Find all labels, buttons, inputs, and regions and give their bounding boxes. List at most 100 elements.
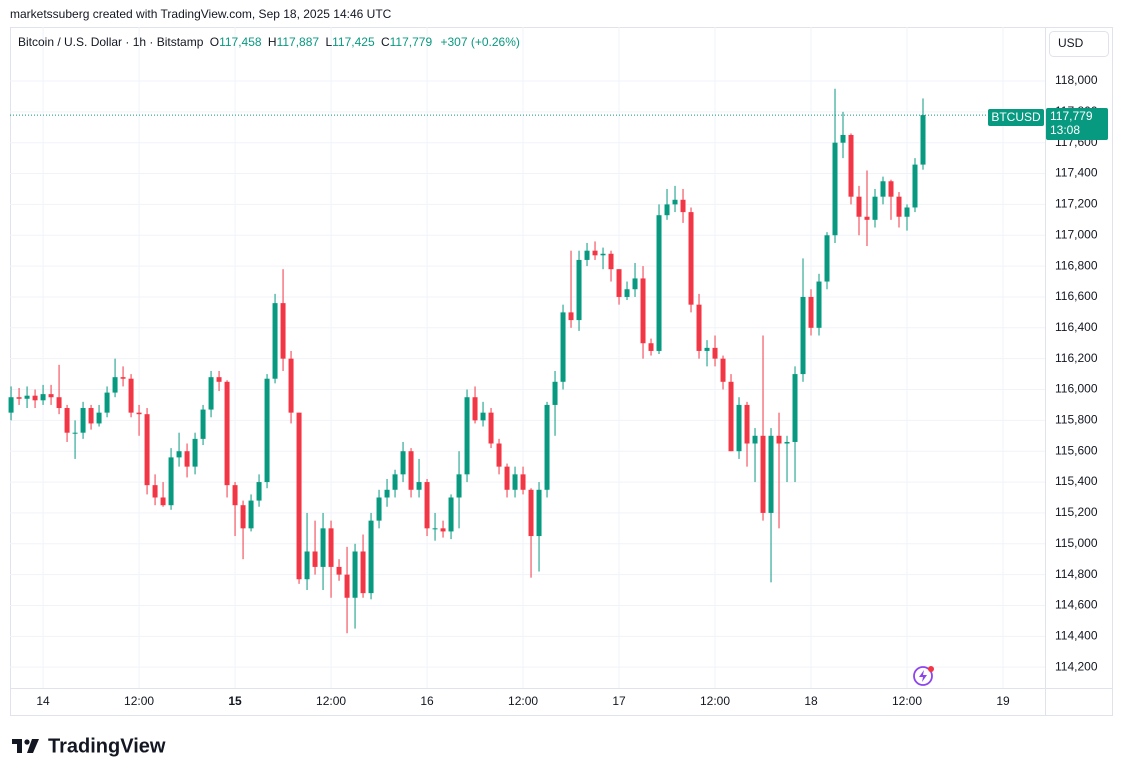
candle-body	[456, 474, 462, 498]
candle-body	[624, 289, 630, 297]
candle-body	[376, 497, 382, 521]
x-tick-label: 18	[804, 694, 818, 708]
candle-body	[888, 181, 894, 197]
candle-body	[168, 457, 174, 506]
candle-body	[120, 377, 126, 379]
candle-body	[648, 343, 654, 351]
y-tick-label: 114,400	[1055, 628, 1098, 642]
candle-body	[352, 551, 358, 598]
axes: 114,200 114,400 114,600 114,800 115,000 115,2…	[36, 73, 1097, 708]
countdown-label: 13:08	[1050, 123, 1080, 137]
candle-body	[832, 142, 838, 236]
legend-symbol: Bitcoin / U.S. Dollar · 1h · Bitstamp	[18, 35, 204, 49]
candle-body	[728, 381, 734, 452]
credit: marketssuberg created with TradingView.c…	[10, 7, 392, 21]
candle-body	[408, 451, 414, 490]
candle-body	[704, 347, 710, 351]
candle-body	[632, 278, 638, 290]
candle-body	[248, 500, 254, 529]
candle-body	[440, 528, 446, 532]
candle-body	[544, 404, 550, 490]
candle-body	[640, 278, 646, 344]
legend-l-key: L	[325, 35, 332, 49]
candle-body	[840, 134, 846, 143]
candle-body	[72, 432, 78, 434]
legend: Bitcoin / U.S. Dollar · 1h · Bitstamp O1…	[18, 35, 520, 49]
candle-body	[280, 303, 286, 359]
y-tick-label: 115,600	[1055, 443, 1098, 457]
candle-body	[608, 253, 614, 270]
legend-o: 117,458	[219, 35, 262, 49]
candle-body	[56, 397, 62, 409]
candle-body	[328, 528, 334, 567]
candle-body	[24, 395, 30, 399]
x-tick-label: 12:00	[124, 694, 154, 708]
x-tick-label: 12:00	[700, 694, 730, 708]
candle-body	[568, 312, 574, 321]
candle-body	[424, 482, 430, 529]
legend-c-key: C	[381, 35, 390, 49]
candles	[8, 88, 1045, 634]
grid	[10, 27, 1045, 688]
candle-body	[240, 505, 246, 529]
candle-body	[600, 253, 606, 256]
candle-body	[904, 207, 910, 217]
candle-body	[152, 485, 158, 498]
candle-body	[560, 312, 566, 382]
candle-body	[32, 395, 38, 401]
candle-body	[432, 528, 438, 530]
candle-body	[192, 438, 198, 467]
brand-logo	[12, 739, 39, 753]
candle-body	[872, 196, 878, 220]
legend-h: 117,887	[277, 35, 320, 49]
candle-body	[552, 381, 558, 405]
icon-ring	[913, 666, 933, 686]
y-tick-label: 116,600	[1055, 289, 1098, 303]
x-tick-label: 19	[996, 694, 1010, 708]
y-tick-label: 114,800	[1055, 567, 1098, 581]
candle-body	[336, 566, 342, 575]
candle-body	[656, 215, 662, 351]
candle-body	[464, 397, 470, 475]
candle-body	[768, 435, 774, 513]
candle-body	[536, 489, 542, 537]
legend-change: +307 (+0.26%)	[440, 35, 519, 49]
candle-body	[896, 196, 902, 217]
logo-part	[27, 739, 39, 753]
y-tick-label: 116,000	[1055, 382, 1098, 396]
candle-body	[680, 199, 686, 213]
y-tick-label: 116,200	[1055, 351, 1098, 365]
symbol-tag	[988, 109, 1044, 126]
candle-body	[96, 412, 102, 424]
candle-body	[448, 497, 454, 532]
last-price-label: 117,779	[1050, 109, 1093, 123]
y-tick-label: 114,200	[1055, 659, 1098, 673]
candle-body	[224, 381, 230, 486]
y-tick-label: 115,200	[1055, 505, 1098, 519]
candle-body	[48, 394, 54, 398]
candle-body	[360, 551, 366, 594]
icon-dot	[928, 666, 934, 672]
candle-body	[144, 414, 150, 486]
y-tick-label: 116,800	[1055, 258, 1098, 272]
candle-body	[688, 212, 694, 305]
candle-body	[320, 528, 326, 567]
candle-body	[816, 281, 822, 328]
candle-body	[576, 259, 582, 321]
currency-button[interactable]	[1049, 31, 1109, 57]
candle-body	[368, 520, 374, 594]
symbol-tag-label: BTCUSD	[991, 110, 1041, 124]
candle-body	[912, 164, 918, 208]
candle-body	[792, 374, 798, 442]
legend-h-key: H	[268, 35, 277, 49]
candle-body	[304, 551, 310, 580]
logo-part	[24, 739, 30, 745]
y-tick-label: 114,600	[1055, 598, 1098, 612]
y-tick-label: 117,000	[1055, 227, 1098, 241]
x-tick-label: 14	[36, 694, 50, 708]
candle-body	[672, 199, 678, 205]
y-tick-label: 118,000	[1055, 73, 1098, 87]
candle-body	[584, 250, 590, 260]
candle-body	[760, 435, 766, 513]
